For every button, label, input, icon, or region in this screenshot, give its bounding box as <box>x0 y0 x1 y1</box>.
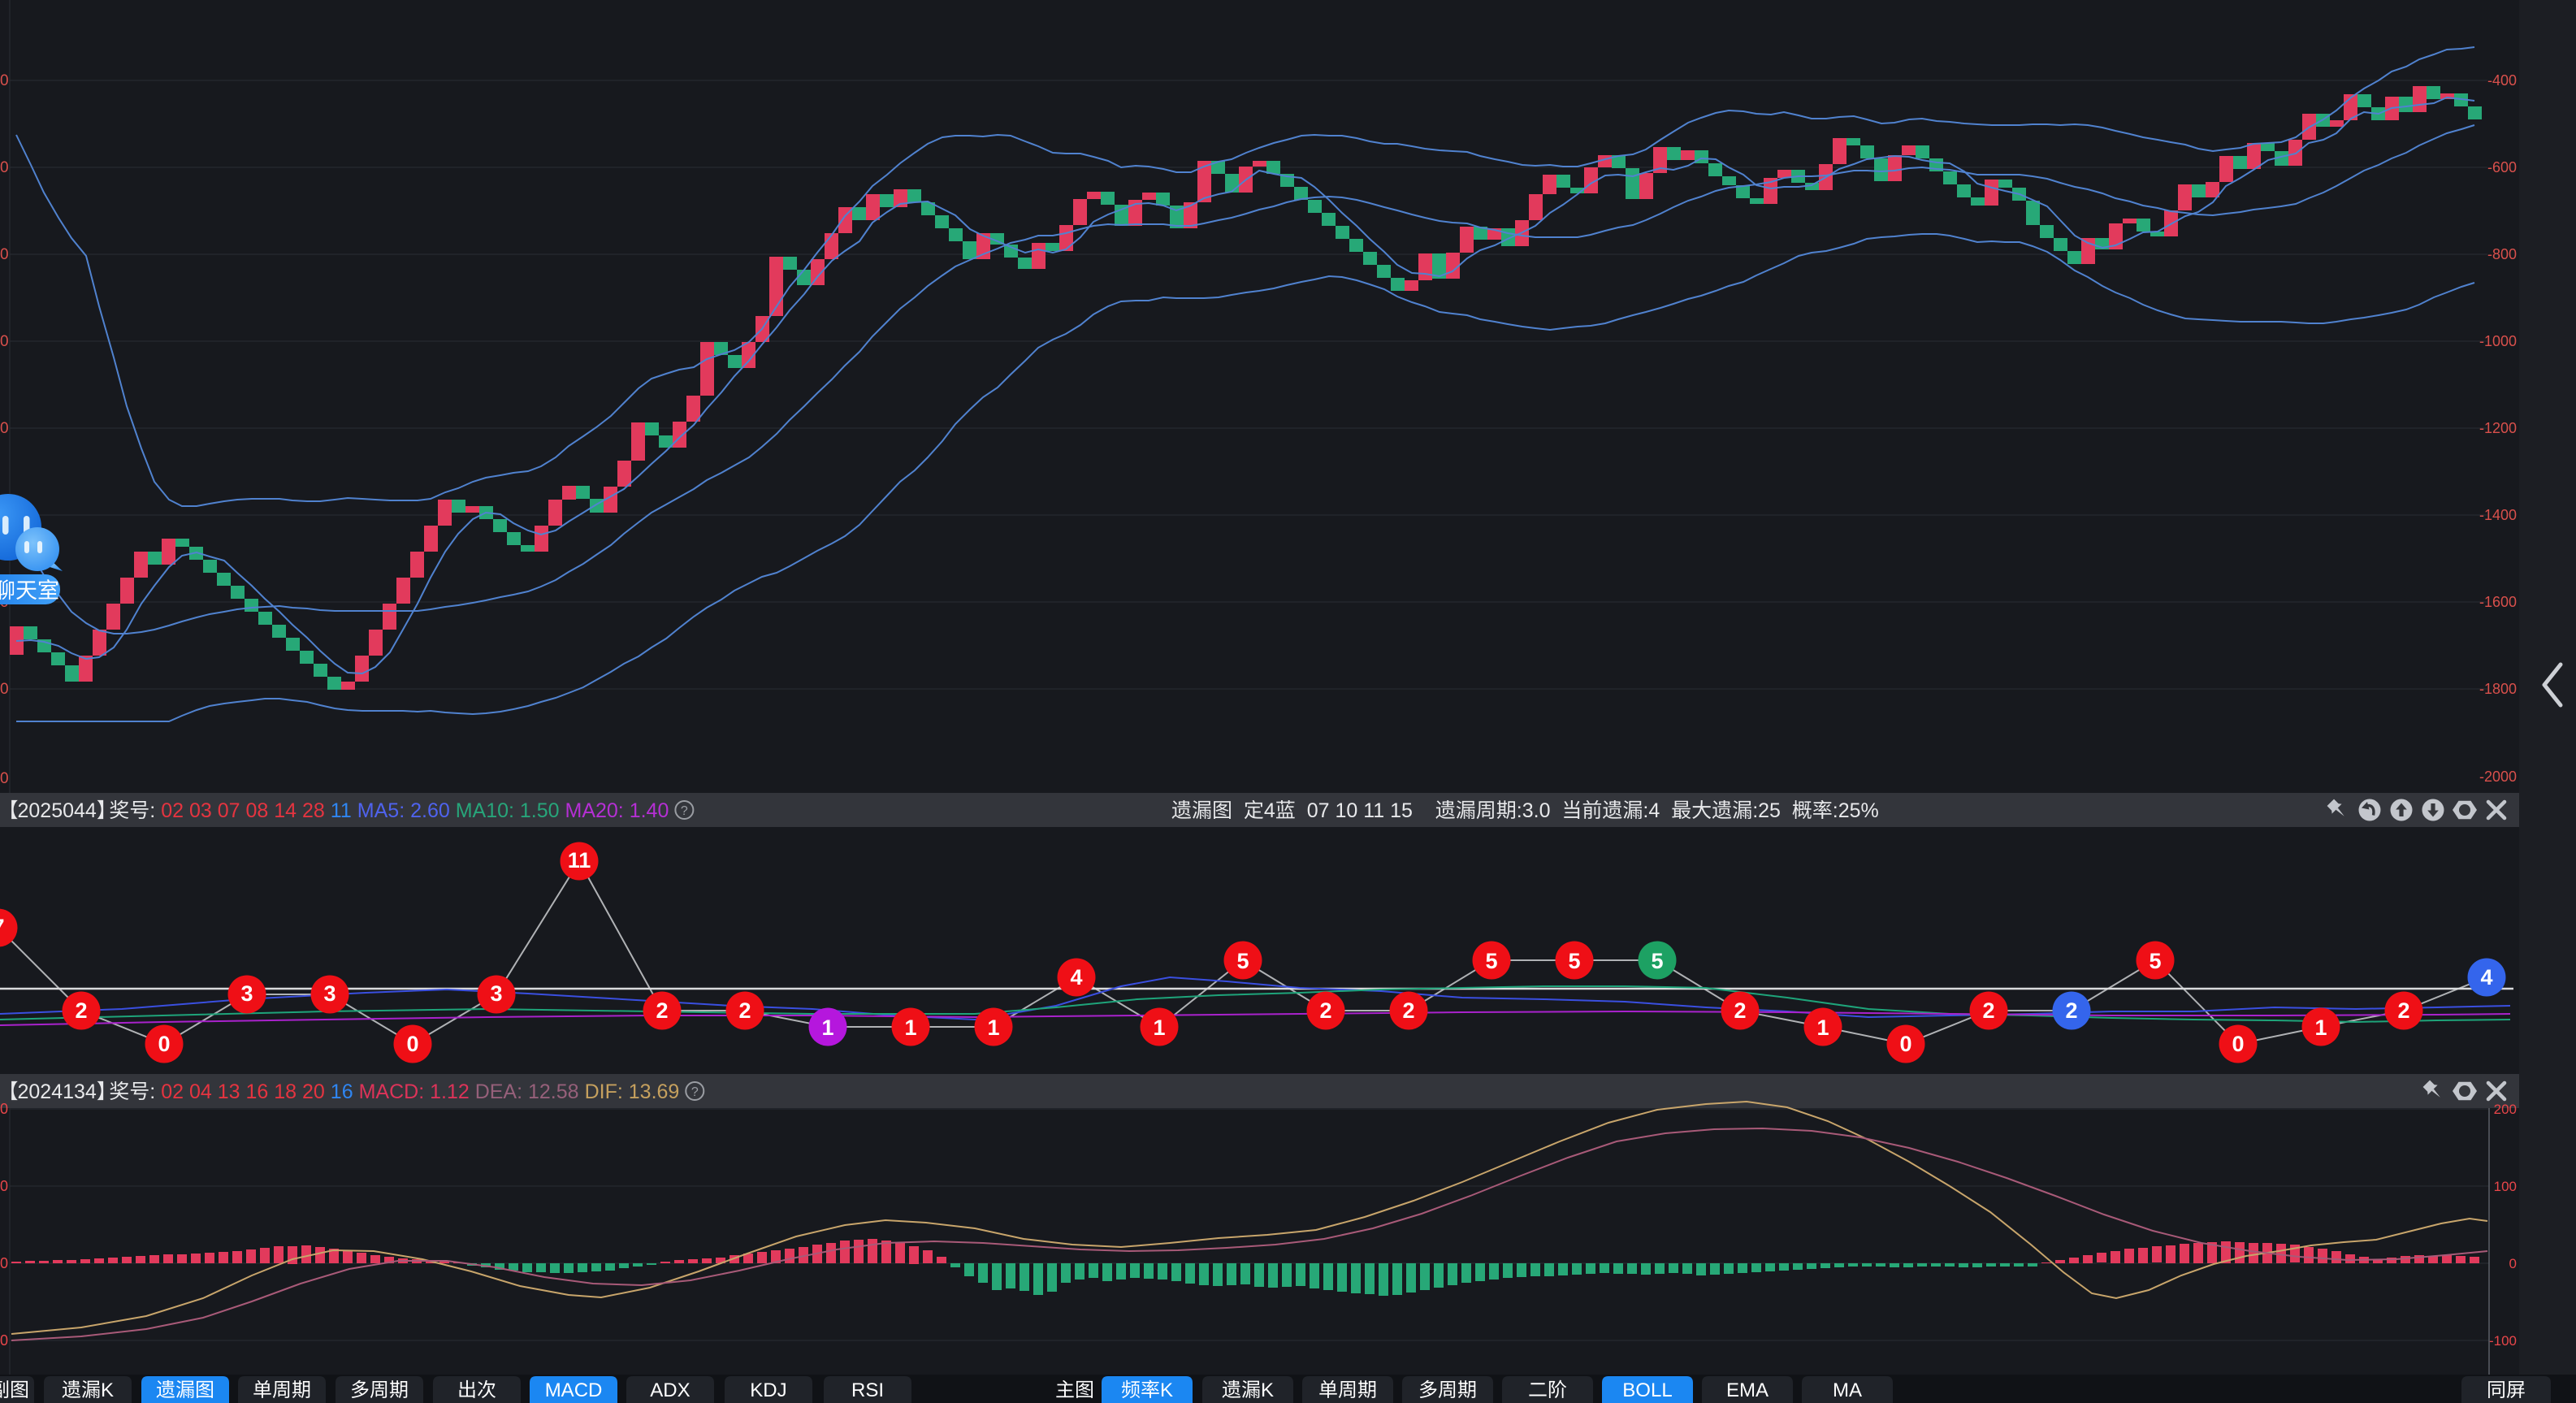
svg-text:0: 0 <box>2509 1256 2517 1271</box>
svg-text:?: ? <box>691 1085 699 1099</box>
svg-text:1: 1 <box>1153 1015 1165 1040</box>
svg-text:5: 5 <box>1651 949 1663 973</box>
svg-text:MA5: 2.60: MA5: 2.60 <box>357 799 456 822</box>
svg-text:0: 0 <box>406 1032 418 1056</box>
svg-text:5: 5 <box>1568 949 1580 973</box>
svg-text:DEA: 12.58: DEA: 12.58 <box>475 1080 585 1103</box>
svg-text::25: :25 <box>1752 799 1792 822</box>
svg-text:1: 1 <box>904 1015 916 1040</box>
svg-text:3: 3 <box>240 981 253 1006</box>
svg-text:2: 2 <box>1982 998 1994 1023</box>
svg-text:0: 0 <box>2232 1032 2244 1056</box>
svg-text:K: K <box>1160 1379 1173 1401</box>
svg-text:MA: MA <box>1833 1379 1862 1401</box>
svg-text:-1000: -1000 <box>2479 333 2517 349</box>
svg-text:MACD: MACD <box>545 1379 603 1401</box>
svg-text::: : <box>149 799 161 822</box>
svg-text:ADX: ADX <box>650 1379 690 1401</box>
svg-text:2025044: 2025044 <box>18 799 97 822</box>
svg-text:0: 0 <box>0 1255 8 1271</box>
svg-text:2: 2 <box>1402 998 1414 1023</box>
svg-text:0: 0 <box>0 246 9 263</box>
svg-text:0: 0 <box>158 1032 170 1056</box>
svg-text:2: 2 <box>75 998 87 1023</box>
svg-text:0: 0 <box>0 1332 8 1349</box>
svg-text:0: 0 <box>0 72 9 89</box>
svg-text:16: 16 <box>331 1080 359 1103</box>
svg-text:2: 2 <box>738 998 751 1023</box>
svg-text:0: 0 <box>0 420 9 437</box>
svg-text:1: 1 <box>1816 1015 1829 1040</box>
svg-text:MACD: 1.12: MACD: 1.12 <box>359 1080 475 1103</box>
svg-text:KDJ: KDJ <box>750 1379 786 1401</box>
svg-text::25%: :25% <box>1833 799 1879 822</box>
svg-text:5: 5 <box>1485 949 1497 973</box>
svg-text:-2000: -2000 <box>2479 769 2517 785</box>
svg-text:-1600: -1600 <box>2479 594 2517 610</box>
svg-text:K: K <box>101 1379 114 1401</box>
svg-text:100: 100 <box>2494 1179 2517 1194</box>
svg-text:1: 1 <box>821 1015 833 1040</box>
svg-text:5: 5 <box>1236 949 1249 973</box>
svg-text:?: ? <box>681 804 688 818</box>
svg-text:2: 2 <box>1734 998 1746 1023</box>
svg-text:4: 4 <box>1070 965 1082 989</box>
svg-text:-1800: -1800 <box>2479 681 2517 697</box>
svg-text:0: 0 <box>0 681 9 698</box>
svg-text:-400: -400 <box>2487 72 2517 89</box>
svg-text:3: 3 <box>490 981 502 1006</box>
svg-text:4: 4 <box>2480 965 2492 989</box>
svg-text:2: 2 <box>2065 998 2077 1023</box>
svg-text:1: 1 <box>987 1015 999 1040</box>
svg-text:RSI: RSI <box>851 1379 884 1401</box>
svg-text:2: 2 <box>656 998 668 1023</box>
svg-text:-800: -800 <box>2487 246 2517 262</box>
svg-text:MA20: 1.40: MA20: 1.40 <box>565 799 675 822</box>
svg-text:11: 11 <box>568 848 591 873</box>
svg-text:07 10 11 15: 07 10 11 15 <box>1296 799 1435 822</box>
svg-text:2: 2 <box>1319 998 1331 1023</box>
svg-text:-600: -600 <box>2487 159 2517 175</box>
svg-text:K: K <box>1261 1379 1274 1401</box>
svg-text::3.0: :3.0 <box>1517 799 1562 822</box>
svg-text:0: 0 <box>0 333 9 350</box>
svg-text:0: 0 <box>0 1101 8 1117</box>
svg-text:0: 0 <box>0 770 9 787</box>
svg-text:1: 1 <box>2314 1015 2327 1040</box>
svg-text:4: 4 <box>1264 799 1275 822</box>
svg-text:7: 7 <box>0 915 5 939</box>
svg-text:5: 5 <box>2149 949 2161 973</box>
svg-text:0: 0 <box>0 159 9 176</box>
svg-text:DIF: 13.69: DIF: 13.69 <box>585 1080 686 1103</box>
svg-text:3: 3 <box>323 981 336 1006</box>
svg-text:0: 0 <box>0 1178 8 1194</box>
svg-text:-1200: -1200 <box>2479 420 2517 436</box>
svg-text:02 04 13 16 18 20: 02 04 13 16 18 20 <box>161 1080 331 1103</box>
svg-text:11: 11 <box>331 799 357 822</box>
svg-text:2024134: 2024134 <box>18 1080 97 1103</box>
svg-text:0: 0 <box>1899 1032 1911 1056</box>
svg-text:BOLL: BOLL <box>1622 1379 1672 1401</box>
svg-text:-100: -100 <box>2489 1333 2517 1349</box>
svg-text:200: 200 <box>2494 1102 2517 1117</box>
svg-text:02 03 07 08 14 28: 02 03 07 08 14 28 <box>161 799 331 822</box>
svg-text::4: :4 <box>1643 799 1671 822</box>
svg-text:2: 2 <box>2397 998 2409 1023</box>
svg-text:-1400: -1400 <box>2479 507 2517 523</box>
svg-text::: : <box>149 1080 161 1103</box>
svg-text:MA10: 1.50: MA10: 1.50 <box>456 799 565 822</box>
svg-text:EMA: EMA <box>1726 1379 1769 1401</box>
